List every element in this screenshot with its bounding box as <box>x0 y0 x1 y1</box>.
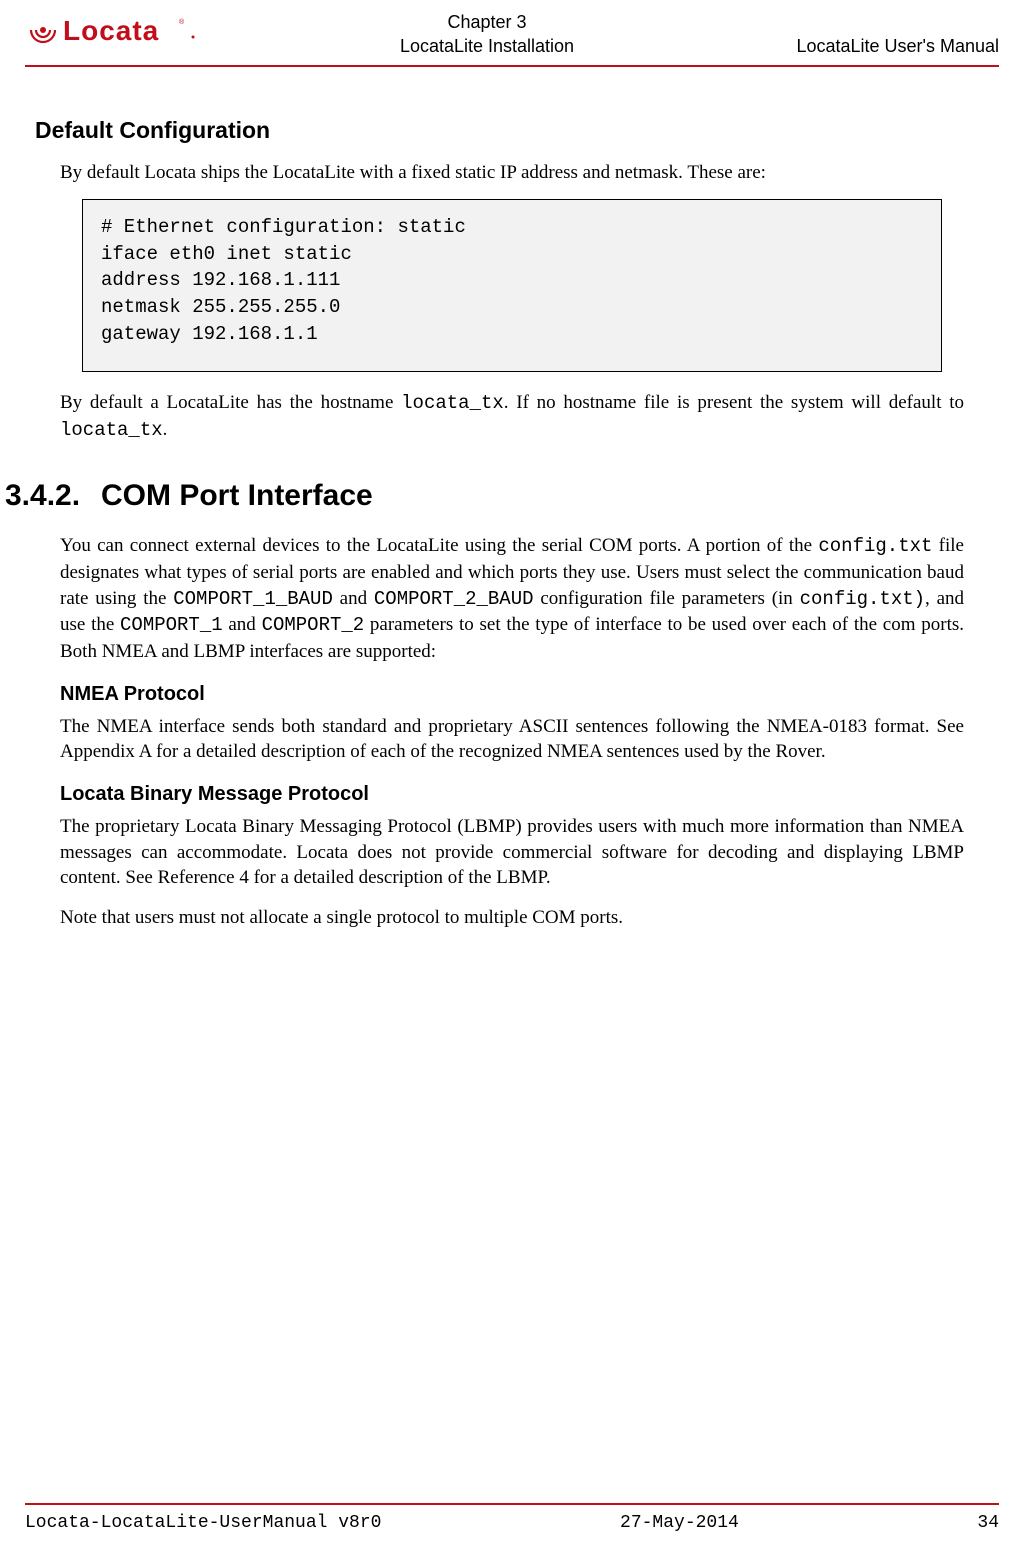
svg-text:®: ® <box>179 18 185 26</box>
subheading-lbmp: Locata Binary Message Protocol <box>60 783 964 806</box>
header-center: Chapter 3 LocataLite Installation <box>235 10 739 59</box>
paragraph: The proprietary Locata Binary Messaging … <box>60 814 964 891</box>
locata-logo-icon: Locata ® <box>25 10 205 50</box>
paragraph: You can connect external devices to the … <box>60 533 964 664</box>
inline-code: COMPORT_2 <box>262 614 365 636</box>
inline-code: COMPORT_1 <box>120 614 223 636</box>
inline-code: COMPORT_2_BAUD <box>374 588 534 610</box>
inline-code: config.txt) <box>800 588 925 610</box>
footer-doc-id: Locata-LocataLite-UserManual v8r0 <box>25 1513 381 1533</box>
inline-code: COMPORT_1_BAUD <box>173 588 333 610</box>
footer-page-number: 34 <box>977 1513 999 1533</box>
inline-code: locata_tx <box>401 392 504 414</box>
section-heading-com-port: 3.4.2. COM Port Interface <box>5 479 964 513</box>
manual-title: LocataLite User's Manual <box>739 36 999 59</box>
chapter-label: Chapter 3 <box>235 10 739 34</box>
code-block-ethernet-config: # Ethernet configuration: static iface e… <box>82 199 942 372</box>
footer-rule <box>25 1503 999 1505</box>
code-line: iface eth0 inet static <box>101 243 352 265</box>
paragraph: The NMEA interface sends both standard a… <box>60 714 964 765</box>
chapter-subtitle: LocataLite Installation <box>235 34 739 58</box>
brand-logo: Locata ® <box>25 10 235 50</box>
paragraph: By default a LocataLite has the hostname… <box>60 390 964 443</box>
subheading-nmea: NMEA Protocol <box>60 683 964 706</box>
svg-text:Locata: Locata <box>63 15 159 46</box>
page-footer: Locata-LocataLite-UserManual v8r0 27-May… <box>25 1503 999 1533</box>
section-title: COM Port Interface <box>101 479 373 513</box>
inline-code: config.txt <box>818 535 932 557</box>
code-line: netmask 255.255.255.0 <box>101 296 340 318</box>
section-number: 3.4.2. <box>5 479 101 513</box>
code-line: address 192.168.1.111 <box>101 269 340 291</box>
paragraph: By default Locata ships the LocataLite w… <box>60 160 964 186</box>
page-header: Locata ® Chapter 3 LocataLite Installati… <box>0 0 1024 65</box>
inline-code: locata_tx <box>60 419 163 441</box>
code-line: # Ethernet configuration: static <box>101 216 466 238</box>
section-heading-default-config: Default Configuration <box>35 117 964 144</box>
paragraph: Note that users must not allocate a sing… <box>60 905 964 931</box>
footer-date: 27-May-2014 <box>620 1513 739 1533</box>
code-line: gateway 192.168.1.1 <box>101 323 318 345</box>
